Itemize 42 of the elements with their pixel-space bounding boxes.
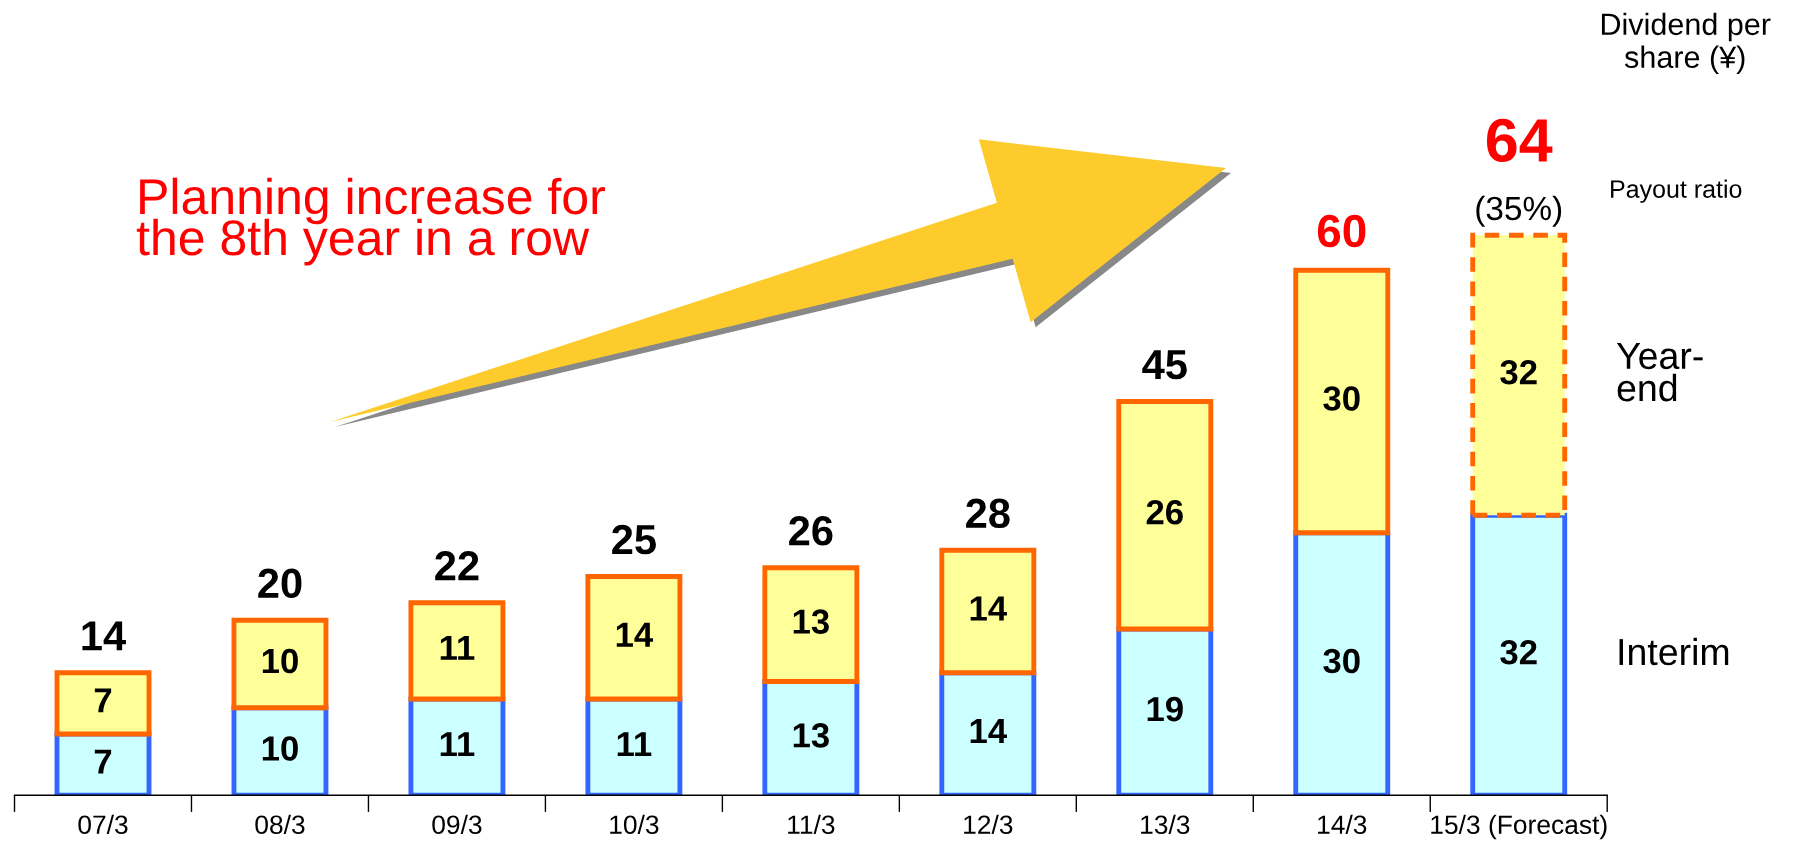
total-label: 64 [1486,118,1553,163]
data-label: 11 [440,635,475,660]
text: Dividend per share (¥) [1601,12,1771,75]
x-tick-label: 08/3 [255,814,305,835]
data-label: 14 [970,596,1007,621]
x-tick-label: 15/3 (Forecast) [1431,814,1607,840]
data-label: 14 [970,719,1007,743]
x-tick-label: 10/3 [610,814,659,835]
data-label: 19 [1147,696,1183,722]
total-label: 45 [1142,350,1187,380]
annotation: (35%) [1476,195,1562,227]
data-label: 7 [94,749,112,774]
data-label: 11 [617,732,652,757]
total-label: 14 [82,621,126,651]
x-tick-label: 13/3 [1141,814,1190,835]
total-label: 26 [789,516,833,546]
data-label: 14 [616,622,654,647]
data-label: 30 [1323,648,1360,674]
x-tick-label: 07/3 [78,814,128,835]
data-label: 32 [1500,359,1537,385]
data-label: 10 [262,736,298,761]
series-label: Interim [1619,637,1729,666]
x-tick-label: 14/3 [1318,814,1367,835]
series-label: Year- end [1616,343,1703,402]
total-label: 20 [258,568,302,599]
total-label: 22 [435,551,479,581]
total-label: 60 [1317,214,1366,248]
total-label: 25 [612,524,656,555]
data-label: 11 [440,732,475,757]
data-label: 13 [793,609,829,634]
x-tick-label: 09/3 [432,814,482,835]
data-label: 32 [1500,639,1537,665]
data-label: 26 [1146,499,1183,525]
data-label: 13 [793,723,829,748]
data-label: 10 [262,648,298,674]
x-tick-label: 11/3 [788,814,835,835]
text: Payout ratio [1611,179,1742,203]
data-label: 30 [1323,386,1360,411]
x-tick-label: 12/3 [964,814,1013,835]
total-label: 28 [966,498,1010,529]
annotation: Planning increase for the 8th year in a row [136,177,605,266]
data-label: 7 [94,688,112,713]
